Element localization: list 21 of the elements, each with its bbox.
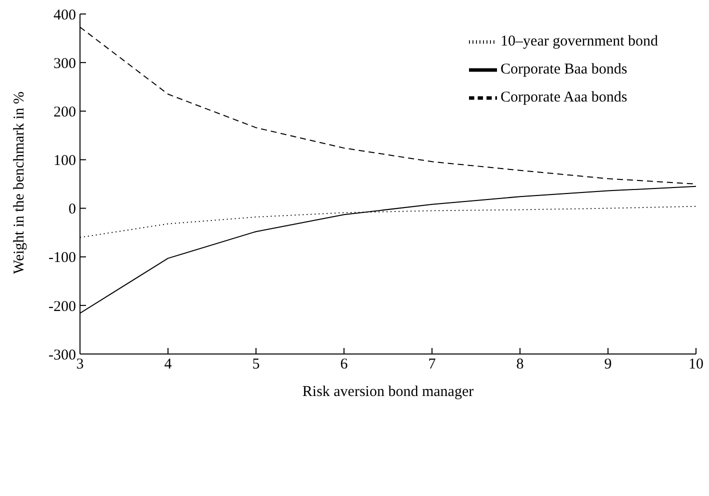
x-tick-label: 3 (76, 356, 84, 373)
y-tick-label: -300 (48, 347, 76, 364)
x-tick-label: 6 (340, 356, 348, 373)
y-axis-title: Weight in the benchmark in % (11, 92, 28, 274)
y-tick-label: 200 (54, 104, 76, 120)
y-tick-label: 300 (54, 56, 76, 72)
x-tick-label: 5 (252, 356, 260, 373)
y-tick-label: 400 (54, 7, 76, 24)
legend-label: Corporate Baa bonds (500, 61, 628, 78)
x-tick-label: 9 (604, 356, 612, 373)
x-tick-label: 8 (516, 356, 524, 373)
x-tick-label: 4 (164, 356, 172, 373)
y-tick-label: 100 (54, 153, 76, 170)
legend-label: 10–year government bond (500, 33, 658, 50)
x-tick-label: 7 (428, 356, 436, 373)
y-tick-label: 0 (68, 202, 76, 218)
x-axis-title: Risk aversion bond manager (302, 384, 474, 400)
y-tick-label: -100 (48, 250, 76, 266)
x-tick-label: 10 (688, 356, 704, 373)
legend-label: Corporate Aaa bonds (500, 89, 628, 106)
y-tick-label: -200 (48, 298, 76, 315)
